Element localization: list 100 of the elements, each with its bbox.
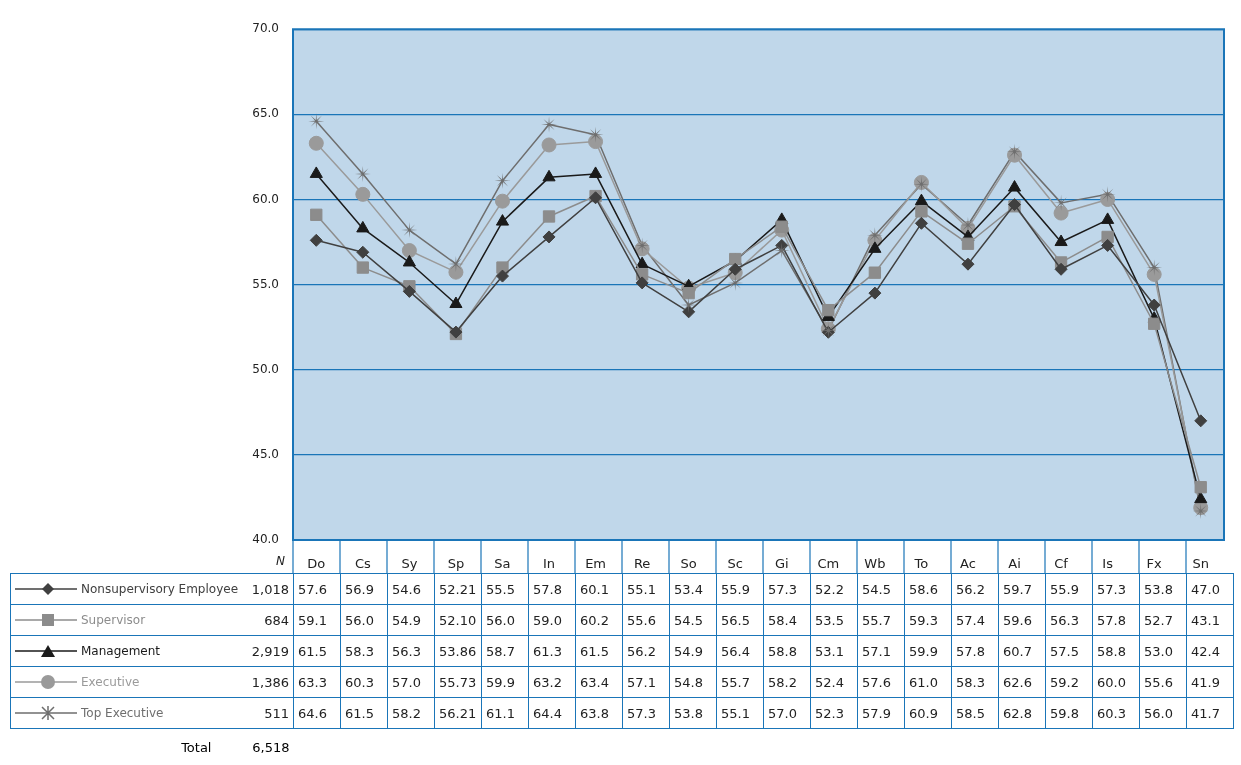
text: 684 [241, 604, 294, 636]
data-label: 55.6 [1139, 666, 1187, 698]
data-label: 53.8 [1139, 573, 1187, 605]
data-label: 58.8 [763, 635, 811, 667]
x-tick-label: Sa [494, 556, 511, 572]
x-tick-label: Cf [1054, 556, 1069, 572]
x-tick-label: Sy [401, 556, 418, 572]
data-label: 54.5 [669, 604, 717, 636]
data-label: 53.8 [669, 697, 717, 729]
data-label: 52.7 [1139, 604, 1187, 636]
data-label: 57.3 [763, 573, 811, 605]
data-label: 56.5 [716, 604, 764, 636]
data-label: 60.7 [998, 635, 1046, 667]
data-label: 54.8 [669, 666, 717, 698]
legend-label: Supervisor [81, 612, 146, 627]
data-label: 57.8 [951, 635, 999, 667]
data-label: 59.6 [998, 604, 1046, 636]
data-label: 53.5 [810, 604, 858, 636]
data-label: 52.21 [434, 573, 482, 605]
data-label: 58.2 [387, 697, 435, 729]
x-tick-label: Cs [354, 556, 371, 572]
data-label: 59.3 [904, 604, 952, 636]
y-tick-label: 55.0 [252, 276, 279, 291]
x-tick-label: Re [633, 556, 651, 572]
data-label: 52.4 [810, 666, 858, 698]
data-label: 56.3 [1045, 604, 1093, 636]
data-label: 57.0 [763, 697, 811, 729]
legend-label: Nonsupervisory Employee [81, 581, 239, 596]
legend-label: Management [81, 643, 161, 658]
data-label: 54.9 [387, 604, 435, 636]
text: 1,018 [241, 573, 294, 605]
x-tick-label: Fx [1146, 556, 1163, 572]
x-tick-label: Sp [447, 556, 465, 572]
data-label: 62.6 [998, 666, 1046, 698]
data-label: 59.2 [1045, 666, 1093, 698]
data-label: 59.9 [481, 666, 529, 698]
data-label: 54.5 [857, 573, 905, 605]
text: Total [180, 738, 213, 757]
x-tick-label: Do [307, 556, 326, 572]
data-label: 63.8 [575, 697, 623, 729]
data-label: 58.7 [481, 635, 529, 667]
data-label: 53.1 [810, 635, 858, 667]
x-tick-label: Sc [727, 556, 743, 572]
y-tick-label: 40.0 [252, 532, 279, 547]
data-label: 63.3 [293, 666, 341, 698]
y-tick-label: 45.0 [252, 446, 279, 461]
data-label: 57.9 [857, 697, 905, 729]
data-label: 57.4 [951, 604, 999, 636]
data-label: 56.3 [387, 635, 435, 667]
data-label: 55.9 [716, 573, 764, 605]
data-label: 43.1 [1186, 604, 1234, 636]
legend-label: Executive [81, 674, 140, 689]
text: 2,919 [241, 635, 294, 667]
data-label: 57.5 [1045, 635, 1093, 667]
data-label: 57.0 [387, 666, 435, 698]
data-label: 54.9 [669, 635, 717, 667]
text: 511 [241, 697, 294, 729]
data-label: 55.73 [434, 666, 482, 698]
x-tick-label: Ai [1008, 556, 1021, 572]
x-tick-label: In [542, 556, 556, 572]
data-label: 58.6 [904, 573, 952, 605]
x-tick-label: Is [1102, 556, 1114, 572]
data-label: 56.2 [622, 635, 670, 667]
data-label: 59.9 [904, 635, 952, 667]
data-label: 52.3 [810, 697, 858, 729]
data-label: 57.1 [622, 666, 670, 698]
data-label: 57.8 [1092, 604, 1140, 636]
data-label: 55.1 [716, 697, 764, 729]
data-label: 59.0 [528, 604, 576, 636]
data-label: 47.0 [1186, 573, 1234, 605]
data-label: 59.1 [293, 604, 341, 636]
text: 6,518 [251, 738, 291, 757]
data-label: 56.0 [1139, 697, 1187, 729]
x-tick-label: So [680, 556, 697, 572]
data-label: 56.9 [340, 573, 388, 605]
data-label: 61.0 [904, 666, 952, 698]
data-label: 59.8 [1045, 697, 1093, 729]
data-label: 57.3 [1092, 573, 1140, 605]
data-label: 53.86 [434, 635, 482, 667]
data-label: 61.5 [575, 635, 623, 667]
y-tick-label: 50.0 [252, 361, 279, 376]
data-label: 58.8 [1092, 635, 1140, 667]
data-label: 56.0 [481, 604, 529, 636]
data-label: 60.0 [1092, 666, 1140, 698]
data-label: 57.8 [528, 573, 576, 605]
data-label: 58.2 [763, 666, 811, 698]
data-label: 58.4 [763, 604, 811, 636]
data-label: 58.5 [951, 697, 999, 729]
x-tick-label: Wb [864, 556, 886, 572]
data-label: 61.3 [528, 635, 576, 667]
data-label: 53.0 [1139, 635, 1187, 667]
text: N [276, 554, 286, 569]
legend-label: Top Executive [81, 705, 164, 720]
data-label: 57.6 [857, 666, 905, 698]
data-label: 61.1 [481, 697, 529, 729]
y-tick-label: 65.0 [252, 106, 279, 121]
data-label: 61.5 [340, 697, 388, 729]
data-label: 56.2 [951, 573, 999, 605]
data-label: 54.6 [387, 573, 435, 605]
data-label: 56.0 [340, 604, 388, 636]
